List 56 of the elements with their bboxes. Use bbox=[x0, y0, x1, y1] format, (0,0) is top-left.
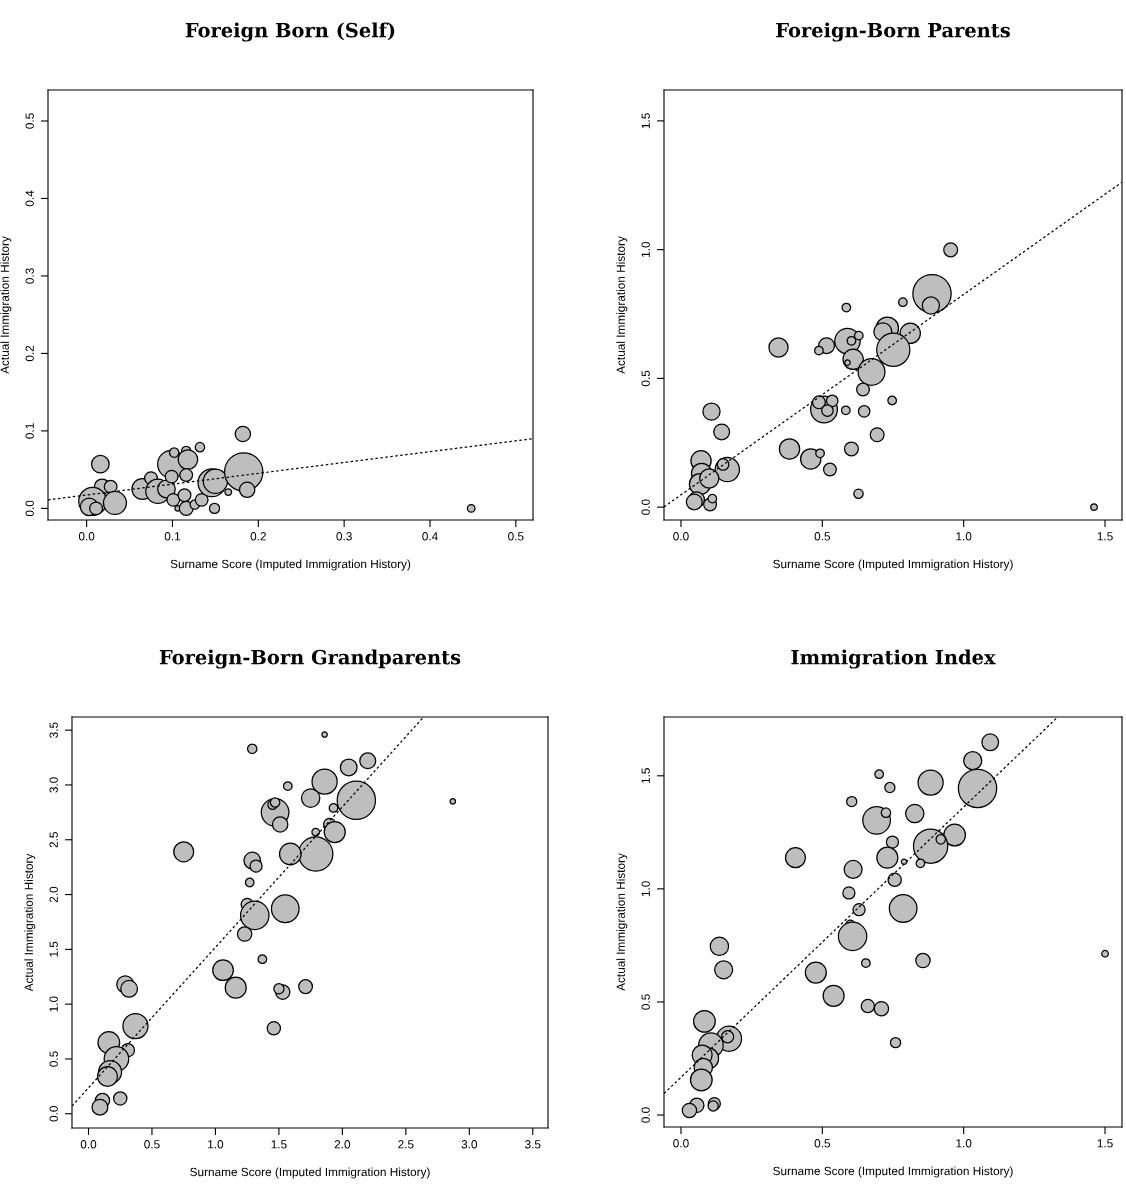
y-tick-label: 0.1 bbox=[25, 423, 34, 439]
y-tick-label: 1.0 bbox=[641, 241, 650, 257]
y-tick-label: 1.5 bbox=[641, 768, 650, 784]
y-tick-label: 0.0 bbox=[25, 500, 34, 517]
x-tick-label: 0.5 bbox=[814, 532, 831, 541]
chart-title: Immigration Index bbox=[791, 649, 996, 669]
y-tick-label: 1.0 bbox=[641, 881, 650, 897]
y-tick-label: 0.5 bbox=[49, 1051, 58, 1067]
y-tick-label: 1.5 bbox=[49, 941, 58, 957]
x-tick-label: 0.0 bbox=[80, 1140, 97, 1149]
chart-title: Foreign-Born Grandparents bbox=[159, 649, 461, 669]
chart-title: Foreign Born (Self) bbox=[185, 22, 395, 42]
chart-title: Foreign-Born Parents bbox=[776, 22, 1010, 42]
x-axis-title: Surname Score (Imputed Immigration History) bbox=[190, 1167, 430, 1179]
x-tick-label: 0.0 bbox=[78, 532, 95, 541]
y-tick-label: 1.0 bbox=[49, 996, 58, 1012]
x-tick-label: 1.0 bbox=[956, 532, 972, 541]
y-tick-label: 0.4 bbox=[25, 190, 34, 207]
y-tick-label: 0.0 bbox=[49, 1106, 58, 1122]
x-tick-label: 0.5 bbox=[508, 532, 524, 541]
y-axis-title: Actual Immigration History bbox=[616, 236, 628, 374]
y-axis-title: Actual Immigration History bbox=[616, 853, 628, 991]
x-tick-label: 1.5 bbox=[1097, 1139, 1113, 1148]
x-tick-label: 0.0 bbox=[673, 532, 689, 541]
y-tick-label: 2.5 bbox=[49, 832, 58, 848]
x-tick-label: 0.2 bbox=[250, 532, 266, 541]
x-axis-title: Surname Score (Imputed Immigration History) bbox=[773, 559, 1013, 571]
x-tick-label: 1.5 bbox=[271, 1140, 287, 1149]
y-tick-label: 0.3 bbox=[25, 268, 34, 284]
x-tick-label: 3.5 bbox=[525, 1140, 541, 1149]
x-tick-label: 0.1 bbox=[164, 532, 181, 541]
y-tick-label: 3.5 bbox=[49, 722, 58, 738]
x-tick-label: 0.5 bbox=[814, 1139, 831, 1148]
x-tick-label: 2.5 bbox=[398, 1140, 414, 1149]
y-tick-label: 0.5 bbox=[641, 994, 650, 1010]
y-tick-label: 0.0 bbox=[641, 499, 650, 515]
x-tick-label: 3.0 bbox=[461, 1140, 478, 1149]
x-axis-title: Surname Score (Imputed Immigration History) bbox=[773, 1166, 1013, 1178]
y-tick-label: 3.0 bbox=[49, 777, 58, 793]
y-tick-label: 0.2 bbox=[25, 345, 34, 362]
x-axis-title: Surname Score (Imputed Immigration History) bbox=[170, 559, 411, 571]
x-tick-label: 0.5 bbox=[144, 1140, 160, 1149]
x-tick-label: 2.0 bbox=[334, 1140, 351, 1149]
x-tick-label: 1.0 bbox=[208, 1140, 224, 1149]
y-tick-label: 2.0 bbox=[49, 886, 58, 903]
x-tick-label: 0.3 bbox=[336, 532, 352, 541]
y-tick-label: 0.5 bbox=[641, 370, 650, 387]
y-axis-title: Actual Immigration History bbox=[24, 853, 36, 992]
x-tick-label: 0.4 bbox=[422, 532, 438, 541]
x-tick-label: 0.0 bbox=[673, 1139, 689, 1148]
y-tick-label: 0.5 bbox=[25, 113, 34, 129]
x-tick-label: 1.0 bbox=[956, 1139, 972, 1148]
y-tick-label: 1.5 bbox=[641, 113, 650, 129]
x-tick-label: 1.5 bbox=[1097, 532, 1113, 541]
y-tick-label: 0.0 bbox=[641, 1107, 650, 1123]
y-axis-title: Actual Immigration History bbox=[0, 236, 12, 374]
